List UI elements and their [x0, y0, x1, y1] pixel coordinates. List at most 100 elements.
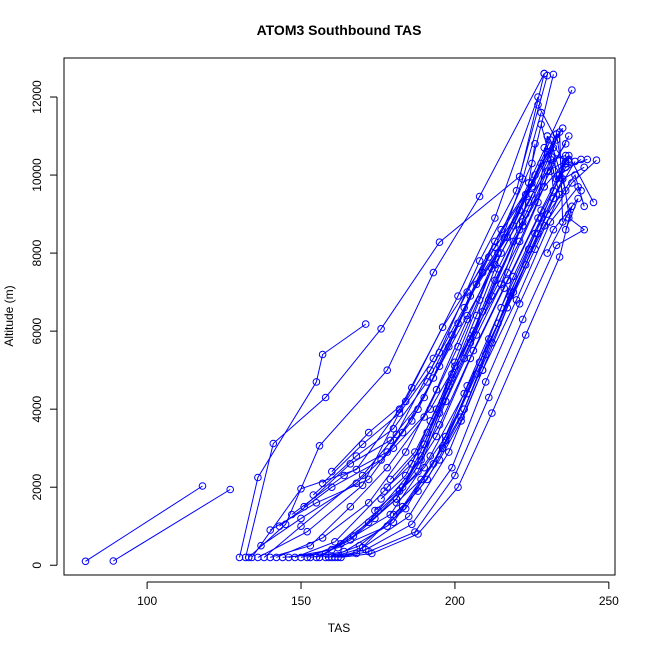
data-point: [364, 475, 373, 484]
data-point: [429, 374, 438, 382]
series-line-7: [257, 96, 539, 558]
data-point: [555, 253, 564, 261]
data-point: [451, 471, 459, 480]
data-point: [395, 409, 404, 417]
data-point: [503, 276, 512, 285]
data-point: [312, 553, 321, 562]
data-point: [469, 327, 478, 335]
data-point: [435, 362, 444, 371]
data-point: [466, 335, 475, 343]
series-line-29: [303, 150, 570, 508]
data-point: [531, 245, 539, 253]
x-tick-label: 250: [599, 594, 619, 608]
data-point: [454, 483, 462, 492]
data-point: [109, 557, 118, 565]
series-line-40: [399, 135, 567, 492]
data-point: [521, 261, 530, 269]
data-point: [521, 331, 530, 339]
chart-title: ATOM3 Southbound TAS: [257, 22, 422, 38]
data-point: [364, 518, 373, 527]
data-point: [401, 448, 410, 456]
data-point: [552, 241, 561, 250]
series-line-8: [263, 73, 545, 558]
series-line-36: [386, 145, 557, 488]
data-point: [478, 268, 487, 277]
series-lines: [85, 73, 597, 562]
data-point: [463, 315, 472, 324]
data-point: [543, 210, 552, 218]
data-point: [592, 156, 601, 164]
data-point: [352, 549, 361, 558]
data-point: [198, 482, 207, 490]
data-point: [438, 444, 447, 453]
data-point: [257, 541, 265, 550]
data-point: [417, 452, 425, 460]
data-point: [445, 448, 453, 456]
data-point: [389, 518, 398, 527]
data-point: [328, 483, 336, 492]
data-point: [485, 393, 493, 402]
data-point: [555, 190, 564, 199]
data-point: [383, 483, 392, 492]
data-point: [568, 86, 576, 94]
data-point: [377, 325, 385, 333]
data-point: [303, 553, 312, 562]
data-point: [411, 448, 419, 456]
data-point: [358, 471, 367, 480]
x-axis: 100 150 200 250: [137, 581, 619, 608]
data-point: [260, 553, 268, 562]
data-point: [460, 354, 469, 363]
data-point: [328, 467, 336, 476]
data-point: [549, 143, 558, 152]
data-point: [420, 463, 429, 472]
series-markers: [81, 69, 601, 566]
series-line-38: [393, 124, 561, 515]
series-line-6: [251, 74, 554, 558]
data-point: [417, 456, 425, 464]
data-point: [321, 393, 330, 402]
data-point: [549, 194, 558, 203]
data-point: [389, 444, 398, 453]
data-point: [451, 362, 459, 371]
data-point: [497, 249, 505, 257]
data-point: [463, 288, 472, 296]
data-point: [352, 479, 361, 488]
data-point: [488, 409, 496, 417]
data-point: [561, 140, 570, 148]
data-point: [448, 370, 456, 378]
data-point: [248, 553, 256, 562]
data-point: [460, 303, 469, 312]
data-point: [503, 303, 512, 312]
data-point: [312, 378, 321, 386]
data-point: [463, 382, 472, 390]
data-point: [408, 520, 416, 529]
data-point: [571, 171, 579, 179]
data-point: [383, 522, 392, 531]
data-point: [518, 218, 527, 226]
data-point: [561, 163, 570, 172]
data-point: [565, 132, 573, 140]
data-point: [488, 292, 496, 300]
data-point: [288, 510, 296, 519]
data-point: [537, 120, 545, 129]
data-point: [528, 179, 536, 187]
data-point: [574, 194, 582, 203]
data-point: [531, 140, 539, 148]
data-point: [540, 222, 549, 230]
data-point: [432, 432, 441, 441]
data-point: [546, 155, 555, 164]
series-line-31: [322, 132, 570, 484]
data-point: [337, 553, 345, 562]
data-point: [565, 214, 573, 222]
y-axis-title: Altitude (m): [2, 285, 16, 346]
data-point: [417, 475, 425, 484]
data-point: [334, 553, 342, 562]
y-tick-label: 2000: [30, 474, 44, 501]
data-point: [435, 421, 444, 429]
data-point: [269, 439, 278, 448]
data-point: [226, 485, 234, 494]
data-point: [426, 366, 435, 375]
data-point: [531, 229, 539, 238]
data-point: [352, 465, 361, 474]
data-point: [494, 319, 502, 328]
